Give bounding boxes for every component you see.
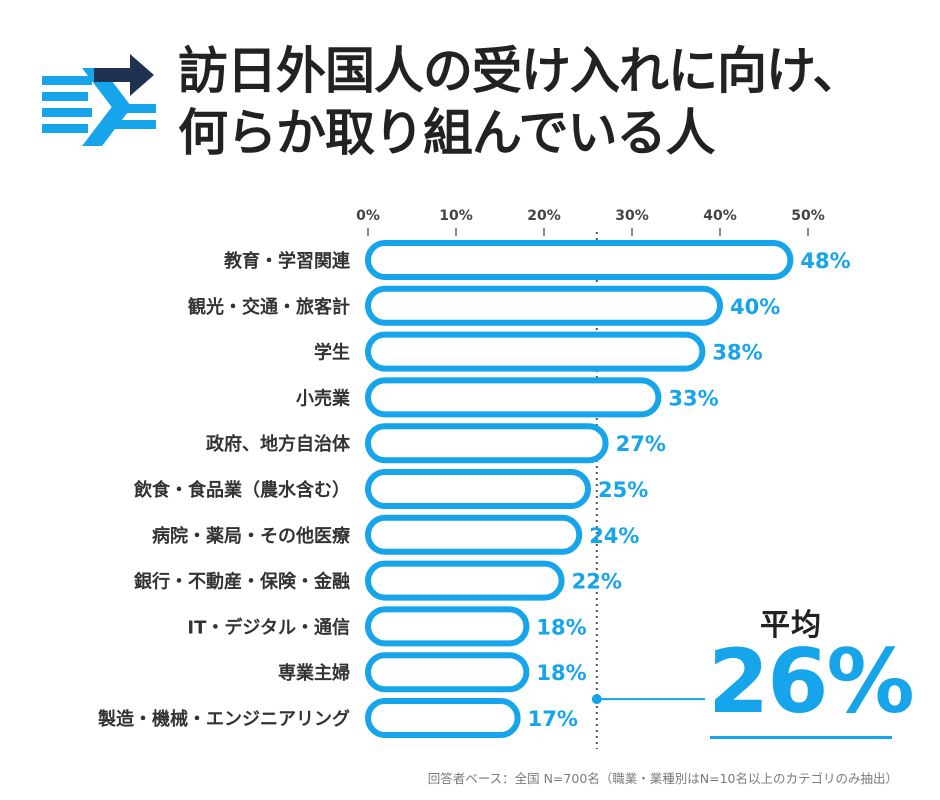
x-tick-label: 20% <box>527 208 561 224</box>
bar <box>365 331 706 372</box>
title-line-2: 何らか取り組んでいる人 <box>178 104 715 162</box>
arrows-exchange-icon <box>42 54 156 146</box>
x-tick-label: 40% <box>703 208 737 224</box>
x-tick-label: 0% <box>356 208 380 224</box>
chart-title: 訪日外国人の受け入れに向け、 何らか取り組んでいる人 <box>178 40 862 164</box>
bar <box>365 377 662 418</box>
value-label: 18% <box>536 615 586 639</box>
bar <box>365 606 530 647</box>
value-label: 17% <box>528 707 578 731</box>
bar <box>365 240 794 280</box>
category-label: 政府、地方自治体 <box>206 433 351 455</box>
average-value: 26% <box>708 630 915 733</box>
average-underline <box>710 736 892 739</box>
x-tick-label: 30% <box>615 208 649 224</box>
category-label: 専業主婦 <box>278 662 350 684</box>
bar <box>365 514 583 555</box>
category-label: 病院・薬局・その他医療 <box>152 525 351 547</box>
bar <box>365 469 591 509</box>
value-label: 27% <box>616 432 666 456</box>
category-label: 教育・学習関連 <box>224 250 351 272</box>
bar <box>365 652 530 693</box>
category-label: 観光・交通・旅客計 <box>188 296 350 318</box>
value-label: 33% <box>668 386 718 410</box>
value-label: 22% <box>572 570 622 594</box>
value-label: 40% <box>730 295 780 319</box>
x-tick-label: 50% <box>791 208 825 224</box>
value-label: 48% <box>800 249 850 273</box>
bar <box>365 423 609 464</box>
category-label: IT・デジタル・通信 <box>187 616 350 638</box>
bar <box>365 560 565 601</box>
bar <box>365 698 521 738</box>
category-label: 製造・機械・エンジニアリング <box>97 708 350 730</box>
value-label: 18% <box>536 661 586 685</box>
title-line-1: 訪日外国人の受け入れに向け、 <box>178 42 862 100</box>
value-label: 25% <box>598 478 648 502</box>
average-label: 平均 <box>760 608 822 643</box>
category-label: 銀行・不動産・保険・金融 <box>134 571 350 593</box>
category-label: 飲食・食品業（農水含む） <box>133 479 350 501</box>
value-label: 38% <box>712 341 762 365</box>
value-label: 24% <box>589 524 639 548</box>
bar <box>365 285 723 326</box>
footnote: 回答者ベース：全国 N=700名（職業・業種別はN=10名以上のカテゴリのみ抽出… <box>427 771 898 786</box>
category-label: 小売業 <box>296 387 351 409</box>
x-tick-label: 10% <box>439 208 473 224</box>
category-label: 学生 <box>314 342 350 364</box>
